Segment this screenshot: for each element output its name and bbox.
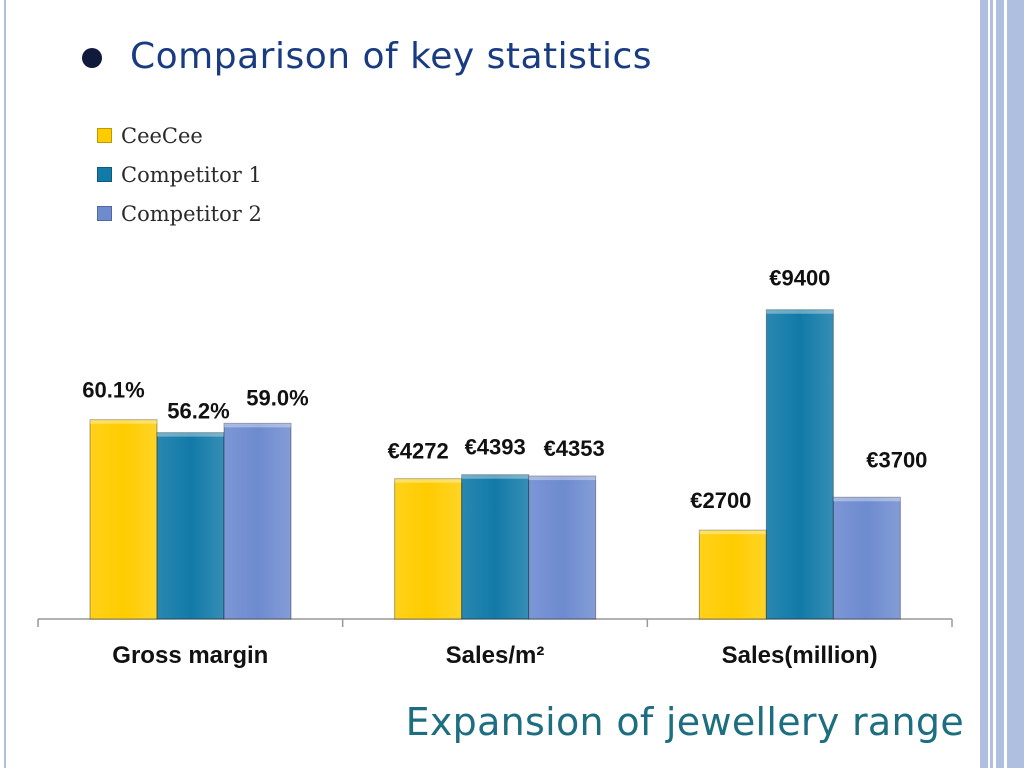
legend-item: Competitor 2 [97,194,262,233]
data-label: 60.1% [82,378,144,403]
legend-item: Competitor 1 [97,155,262,194]
legend-label: CeeCee [121,123,203,148]
footer-caption: Expansion of jewellery range [405,700,964,744]
data-label: €4393 [465,435,526,460]
bar-highlight [157,432,224,437]
bar-highlight [833,497,901,502]
bar-highlight [90,419,157,424]
bar [394,478,463,620]
bar [528,475,597,620]
category-label: Gross margin [112,642,268,669]
bar [156,432,225,620]
chart-legend: CeeCee Competitor 1 Competitor 2 [97,116,262,233]
bar-highlight [394,478,462,483]
bar [89,419,158,620]
bar [765,309,834,620]
data-label: €3700 [866,447,927,472]
data-label: €2700 [690,488,751,513]
bullet-icon [82,47,102,68]
data-label: 56.2% [167,399,229,424]
right-decorative-stripes [980,0,1024,768]
data-label: 59.0% [246,385,308,410]
data-label: €4272 [388,439,449,464]
bar-highlight [461,474,529,479]
legend-swatch-competitor-2 [97,206,112,221]
bar [698,529,767,620]
left-border-rule [4,0,6,768]
legend-label: Competitor 1 [121,162,262,187]
category-label: Sales(million) [722,642,878,669]
bar-highlight [224,423,291,428]
bar [461,474,530,620]
data-label: €9400 [769,266,830,291]
bar [832,496,901,620]
page-title: Comparison of key statistics [130,36,653,77]
legend-item: CeeCee [97,116,262,155]
bar [223,422,292,620]
legend-swatch-ceecee [97,128,112,143]
bar-highlight [699,530,767,535]
legend-label: Competitor 2 [121,201,262,226]
legend-swatch-competitor-1 [97,167,112,182]
slide-heading: Comparison of key statistics [82,36,652,77]
bar-highlight [528,476,596,481]
category-label: Sales/m² [446,642,545,669]
data-label: €4353 [544,436,605,461]
bar-highlight [766,309,834,314]
